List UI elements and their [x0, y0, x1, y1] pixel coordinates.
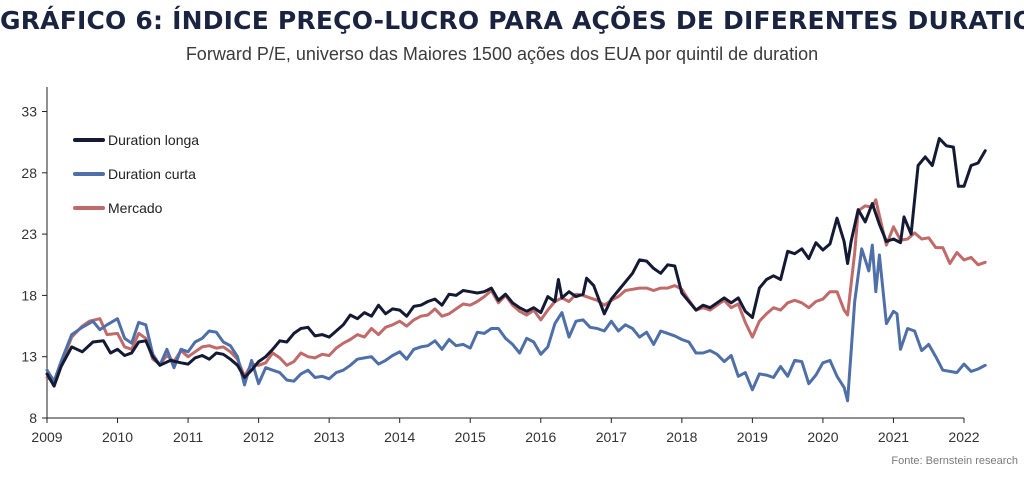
x-tick-label: 2021	[878, 429, 909, 445]
legend-label: Duration curta	[108, 166, 196, 182]
x-tick-label: 2012	[243, 429, 274, 445]
series-line-duration-curta	[45, 243, 987, 403]
legend-label: Mercado	[108, 200, 163, 216]
y-tick-label: 28	[21, 165, 37, 181]
x-tick-label: 2018	[666, 429, 697, 445]
x-tick-label: 2013	[314, 429, 345, 445]
legend: Duration longa Duration curta Mercado	[73, 132, 199, 216]
chart-title: GRÁFICO 6: ÍNDICE PREÇO-LUCRO PARA AÇÕES…	[0, 6, 1024, 35]
legend-label: Duration longa	[108, 132, 199, 148]
series-line-duration-longa	[45, 137, 987, 388]
y-tick-label: 18	[21, 287, 37, 303]
y-tick-label: 8	[29, 410, 37, 426]
x-tick-label: 2016	[525, 429, 556, 445]
y-tick-label: 23	[21, 226, 37, 242]
x-tick-label: 2019	[737, 429, 768, 445]
x-tick-label: 2022	[948, 429, 979, 445]
axes: 8 13 18 23 28 33 2009 2010 2011 2012 2013 2014 2015 2…	[21, 87, 980, 445]
x-tick-label: 2015	[455, 429, 486, 445]
x-tick-label: 2014	[384, 429, 415, 445]
source-note: Fonte: Bernstein research	[891, 455, 1018, 467]
chart-subtitle: Forward P/E, universo das Maiores 1500 a…	[185, 44, 819, 64]
x-tick-label: 2020	[807, 429, 838, 445]
x-tick-label: 2011	[173, 429, 203, 445]
x-tick-label: 2017	[596, 429, 627, 445]
series-lines	[45, 137, 987, 403]
y-tick-label: 33	[21, 104, 37, 120]
y-tick-label: 13	[21, 349, 37, 365]
series-line-mercado	[45, 198, 987, 383]
x-tick-label: 2009	[31, 429, 62, 445]
x-tick-label: 2010	[102, 429, 133, 445]
